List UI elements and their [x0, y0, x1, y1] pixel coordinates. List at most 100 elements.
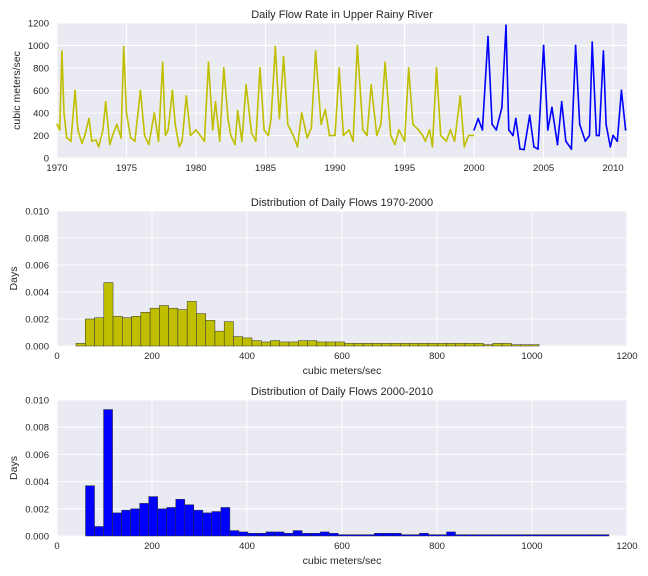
flow-series-1-point [435, 67, 438, 69]
flow-series-2-point [624, 128, 627, 131]
y-axis-label: Days [8, 267, 20, 291]
flow-series-2-point [546, 128, 549, 131]
histogram-bar [491, 534, 501, 537]
flow-series-1-point [398, 128, 400, 131]
flow-series-2-point [495, 128, 498, 131]
histogram-bar [298, 340, 308, 347]
flow-series-1-point [211, 128, 214, 131]
flow-series-1-point [375, 134, 378, 137]
histogram-bar [590, 534, 601, 537]
histogram-bar [307, 340, 318, 347]
histogram-bar [283, 533, 294, 537]
histogram-bar [392, 533, 402, 537]
flow-series-1-point [361, 128, 364, 131]
flow-series-1-point [407, 67, 410, 69]
x-tick-label: 800 [429, 351, 445, 362]
flow-series-1-point [147, 143, 150, 146]
flow-series-1-point [101, 128, 104, 131]
flow-series-1-point [81, 142, 83, 145]
histogram-bar [581, 534, 592, 537]
flow-series-1-point [178, 145, 181, 148]
flow-series-1-point [203, 140, 206, 143]
x-tick-label: 1000 [521, 541, 542, 552]
histogram-bar [482, 534, 492, 537]
histogram-bar [356, 534, 366, 537]
histogram-bar [211, 511, 222, 537]
flow-series-1-point [236, 109, 239, 112]
flow-series-1-point [270, 117, 272, 120]
flow-series-1-point [412, 123, 414, 126]
histogram-bar [455, 343, 466, 347]
flow-series-1-point [300, 112, 303, 114]
histogram-bar [214, 330, 225, 347]
flow-series-2-point [616, 140, 619, 143]
histogram-bar [536, 534, 547, 537]
x-tick-label: 1985 [255, 163, 276, 174]
histogram-bar [220, 507, 231, 537]
flow-series-1-point [292, 134, 295, 137]
y-tick-label: 0 [44, 154, 49, 165]
histogram-bar [265, 531, 276, 537]
y-tick-label: 1200 [28, 19, 49, 30]
histogram-bar [344, 343, 355, 347]
histogram-bar [399, 343, 410, 347]
histogram-bar [554, 534, 565, 537]
histogram-bar [270, 340, 281, 347]
flow-series-1-point [174, 123, 177, 126]
flow-series-1-point [439, 134, 442, 137]
flow-series-1-point [241, 140, 243, 143]
histogram-bar [353, 343, 364, 347]
histogram-bar [446, 531, 456, 537]
flow-series-1-point [143, 134, 146, 137]
histogram-bar [140, 312, 151, 347]
histogram-bar [149, 307, 160, 347]
x-tick-label: 1200 [616, 541, 637, 552]
flow-series-1-point [122, 45, 125, 48]
flow-series-1-point [70, 140, 72, 143]
flow-series-2-point [574, 44, 577, 47]
histogram-bar [419, 533, 429, 537]
flow-series-1-point [189, 134, 192, 137]
flow-series-1-point [125, 112, 128, 114]
histogram-bar [383, 533, 393, 537]
flow-series-1-point [431, 145, 434, 148]
histogram-bar [346, 534, 357, 537]
histogram-bar [529, 344, 540, 347]
flow-series-2-point [507, 128, 510, 131]
flow-series-1-point [254, 140, 257, 143]
flow-series-1-point [328, 134, 331, 137]
flow-series-1-point [384, 61, 386, 64]
histogram-bar [599, 534, 610, 537]
histogram-bar [238, 531, 249, 537]
histogram-bar [251, 340, 262, 347]
flow-series-1-point [214, 100, 217, 103]
histogram-bar [247, 533, 258, 537]
flow-series-1-point [157, 140, 160, 143]
y-tick-label: 0.008 [25, 423, 49, 434]
flow-series-1-point [267, 134, 270, 137]
histogram-bar [436, 343, 447, 347]
flow-series-1-point [129, 136, 132, 139]
x-tick-label: 1000 [521, 351, 542, 362]
histogram-bar [196, 313, 206, 347]
flow-series-1-point [259, 67, 261, 69]
flow-series-1-point [229, 134, 232, 137]
histogram-bar [103, 282, 114, 347]
flow-series-2-point [588, 134, 591, 137]
flow-series-1-point [380, 123, 382, 126]
chart-title: Distribution of Daily Flows 2000-2010 [251, 386, 433, 398]
flow-series-1-point [274, 45, 277, 48]
flow-series-1-point [417, 128, 420, 131]
chart-title: Distribution of Daily Flows 1970-2000 [251, 197, 433, 209]
flow-series-1-point [459, 95, 462, 98]
flow-series-1-point [195, 128, 197, 131]
histogram-bar [464, 343, 475, 347]
histogram-bar [94, 317, 105, 347]
y-tick-label: 0.006 [25, 261, 49, 272]
flow-series-1-point [111, 134, 114, 137]
flow-series-1-point [164, 134, 167, 137]
flow-series-2-point [473, 128, 475, 131]
flow-series-2-point [602, 50, 605, 53]
flow-series-1-point [278, 117, 281, 120]
